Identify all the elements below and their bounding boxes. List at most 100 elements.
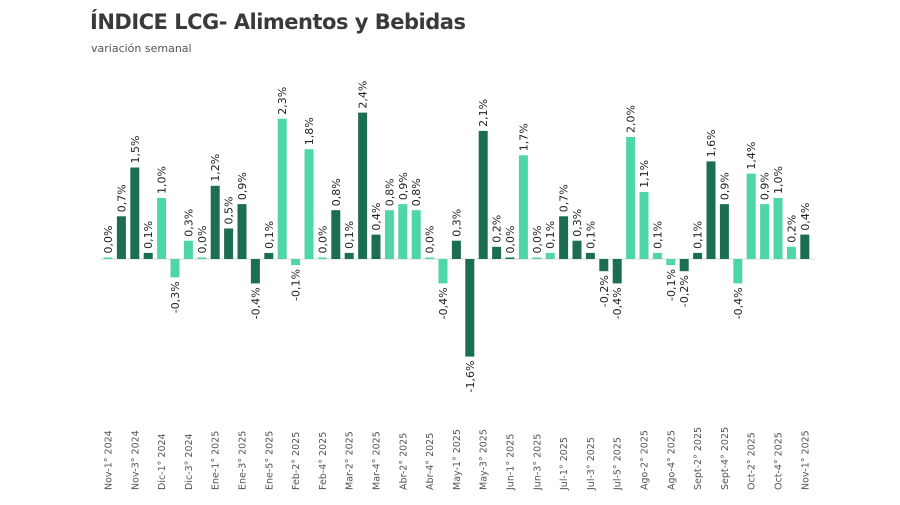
x-tick-label: Abr-2° 2025 [398,433,409,490]
bar [532,257,542,259]
data-label: 0,1% [651,221,664,249]
bar [331,210,341,259]
bar [706,161,716,259]
x-tick-label: Ago-2° 2025 [640,430,651,490]
x-tick-label: Nov-3° 2024 [130,430,141,490]
bar [572,240,582,259]
data-label: 2,1% [477,99,490,127]
data-label: 0,8% [410,178,423,206]
bar [250,259,260,284]
bar [786,246,796,259]
bar [626,137,636,259]
bar [317,257,327,259]
bar [639,191,649,259]
data-label: 0,0% [531,226,544,254]
x-tick-label: Jul-1° 2025 [559,437,570,491]
bar [304,149,314,259]
bar [612,259,622,284]
bar [398,204,408,259]
data-label: 0,0% [102,226,115,254]
bar [130,167,140,259]
bar [224,228,234,259]
bar [465,259,475,357]
data-label: -0,4% [249,287,262,319]
data-label: 0,0% [316,226,329,254]
bar [384,210,394,259]
data-label: 0,7% [115,184,128,212]
bar [545,252,555,259]
data-label: -0,4% [437,287,450,319]
bar [237,204,247,259]
data-label: 0,0% [504,226,517,254]
data-label: 1,8% [303,117,316,145]
data-label: 1,0% [156,166,169,194]
x-tick-label: Jul-5° 2025 [613,437,624,491]
bar [719,204,729,259]
data-label: 1,2% [209,154,222,182]
x-tick-label: Mar-4° 2025 [372,431,383,490]
x-tick-label: Ene-5° 2025 [264,431,275,490]
data-label: 0,1% [142,221,155,249]
bar [183,240,193,259]
bar [733,259,743,284]
data-label: 1,7% [517,123,530,151]
data-label: -0,3% [169,281,182,313]
data-label: -0,2% [678,275,691,307]
bar [773,198,783,259]
bar [264,252,274,259]
data-label: -1,6% [464,361,477,393]
data-label: -0,1% [665,269,678,301]
data-label: 0,2% [785,215,798,243]
x-tick-label: Ago-4° 2025 [666,430,677,490]
x-tick-label: Abr-4° 2025 [425,433,436,490]
data-label: 2,3% [276,87,289,115]
data-label: 0,3% [450,209,463,237]
data-label: 1,5% [129,136,142,164]
x-tick-label: May-3° 2025 [479,429,490,490]
x-tick-label: Ene-3° 2025 [238,431,249,490]
x-tick-label: Dic-1° 2024 [157,433,168,490]
bar [746,173,756,259]
data-label: 2,4% [357,81,370,109]
data-label: 2,0% [625,105,638,133]
bar [344,252,354,259]
data-label: 1,4% [745,142,758,170]
x-tick-label: Sept-2° 2025 [693,427,704,490]
data-label: 0,0% [196,226,209,254]
x-tick-label: May-1° 2025 [452,429,463,490]
x-tick-label: Dic-3° 2024 [184,433,195,490]
bar [478,130,488,259]
data-label: 0,1% [692,221,705,249]
data-label: 0,2% [491,215,504,243]
x-tick-label: Ene-1° 2025 [211,431,222,490]
bar [371,234,381,259]
bar [559,216,569,259]
data-label: 0,1% [544,221,557,249]
bar [197,257,207,259]
data-label: 0,5% [223,197,236,225]
bar [585,252,595,259]
bar [157,198,167,259]
bar [210,185,220,259]
data-label: -0,4% [611,287,624,319]
data-label: -0,4% [732,287,745,319]
chart-title: ÍNDICE LCG- Alimentos y Bebidas [90,10,466,34]
x-tick-label: Oct-2° 2025 [747,432,758,490]
bar [518,155,528,259]
x-tick-label: Jul-3° 2025 [586,437,597,491]
bar [425,257,435,259]
data-label: 0,8% [383,178,396,206]
bar [679,259,689,272]
x-tick-label: Jun-1° 2025 [506,434,517,491]
data-label: 0,9% [236,172,249,200]
bar [291,259,301,266]
x-tick-label: Oct-4° 2025 [774,432,785,490]
data-label: 0,9% [718,172,731,200]
bar [693,252,703,259]
bar [599,259,609,272]
data-label: 0,1% [343,221,356,249]
bar [652,252,662,259]
bar [800,234,810,259]
chart-subtitle: variación semanal [91,42,192,55]
